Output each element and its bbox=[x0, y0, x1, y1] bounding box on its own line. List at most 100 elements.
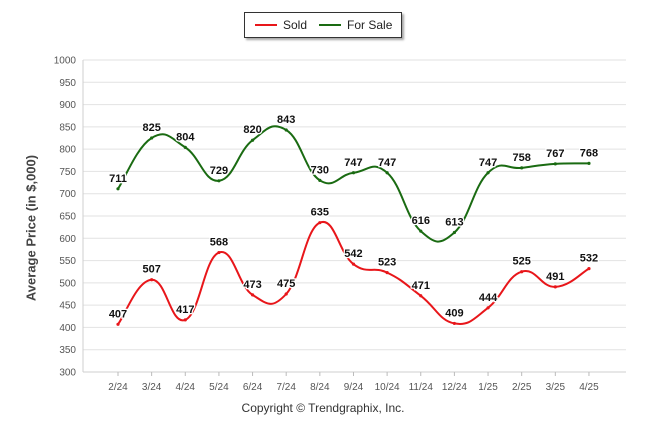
data-point-sold bbox=[520, 270, 524, 274]
data-point-for-sale bbox=[553, 162, 557, 166]
data-point-sold bbox=[587, 266, 591, 271]
data-label-for-sale: 747 bbox=[344, 157, 362, 169]
legend-swatch-sold bbox=[255, 24, 277, 26]
legend-item-sold: Sold bbox=[255, 18, 307, 32]
data-label-sold: 568 bbox=[210, 237, 228, 249]
y-tick-label: 700 bbox=[59, 189, 76, 200]
x-tick-label: 9/24 bbox=[344, 382, 364, 393]
data-label-for-sale: 730 bbox=[311, 164, 329, 176]
y-tick-label: 600 bbox=[59, 234, 76, 245]
x-tick-label: 3/25 bbox=[546, 382, 566, 393]
x-tick-label: 4/24 bbox=[176, 382, 196, 393]
data-label-for-sale: 613 bbox=[445, 216, 463, 228]
y-tick-label: 850 bbox=[59, 122, 76, 133]
data-label-for-sale: 747 bbox=[378, 157, 396, 169]
legend-swatch-for-sale bbox=[319, 24, 342, 26]
y-tick-label: 750 bbox=[59, 167, 76, 178]
data-point-for-sale bbox=[486, 171, 490, 175]
data-point-sold bbox=[318, 221, 322, 225]
data-point-sold bbox=[217, 250, 221, 255]
x-tick-label: 7/24 bbox=[276, 382, 296, 393]
x-tick-label: 2/25 bbox=[512, 382, 532, 393]
data-point-sold bbox=[452, 321, 456, 326]
data-label-for-sale: 767 bbox=[546, 148, 564, 160]
y-tick-label: 450 bbox=[59, 301, 76, 312]
data-point-for-sale bbox=[587, 161, 591, 166]
data-label-for-sale: 616 bbox=[412, 215, 430, 227]
data-label-sold: 409 bbox=[445, 307, 463, 319]
data-label-sold: 475 bbox=[277, 278, 295, 290]
data-point-sold bbox=[385, 271, 389, 275]
data-point-sold bbox=[419, 294, 423, 298]
data-point-for-sale bbox=[351, 171, 356, 175]
data-point-sold bbox=[351, 262, 356, 266]
data-label-sold: 407 bbox=[109, 308, 127, 320]
y-tick-label: 550 bbox=[59, 256, 76, 267]
data-label-for-sale: 843 bbox=[277, 114, 295, 126]
x-tick-label: 2/24 bbox=[108, 382, 128, 393]
y-tick-label: 650 bbox=[59, 212, 76, 223]
legend-label-sold: Sold bbox=[283, 18, 308, 32]
y-tick-label: 300 bbox=[59, 368, 76, 379]
data-label-sold: 635 bbox=[311, 207, 329, 219]
data-point-sold bbox=[150, 278, 154, 282]
data-point-sold bbox=[250, 293, 255, 297]
x-tick-label: 1/25 bbox=[478, 382, 498, 393]
x-tick-label: 11/24 bbox=[409, 382, 434, 393]
data-point-sold bbox=[486, 306, 490, 310]
series-line-sold bbox=[117, 221, 590, 325]
data-label-for-sale: 729 bbox=[210, 165, 228, 177]
x-tick-label: 3/24 bbox=[142, 382, 162, 393]
y-tick-label: 500 bbox=[59, 278, 76, 289]
data-label-for-sale: 820 bbox=[243, 124, 261, 136]
x-tick-label: 12/24 bbox=[442, 382, 467, 393]
data-point-for-sale bbox=[116, 187, 120, 191]
y-tick-label: 950 bbox=[59, 78, 76, 89]
data-label-for-sale: 825 bbox=[142, 122, 160, 134]
x-tick-label: 6/24 bbox=[243, 382, 263, 393]
data-point-sold bbox=[183, 318, 187, 322]
y-tick-label: 1000 bbox=[54, 56, 77, 67]
data-point-for-sale bbox=[385, 171, 389, 175]
data-point-for-sale bbox=[217, 179, 221, 183]
data-point-for-sale bbox=[452, 230, 456, 235]
data-point-for-sale bbox=[250, 138, 255, 142]
data-label-sold: 523 bbox=[378, 257, 396, 269]
data-label-for-sale: 711 bbox=[109, 173, 127, 185]
legend-label-for-sale: For Sale bbox=[347, 18, 393, 32]
data-point-sold bbox=[553, 285, 557, 289]
y-tick-label: 350 bbox=[59, 345, 76, 356]
data-label-sold: 417 bbox=[176, 304, 194, 316]
data-label-sold: 473 bbox=[243, 279, 261, 291]
data-label-sold: 542 bbox=[344, 248, 362, 260]
data-label-sold: 444 bbox=[479, 292, 498, 304]
data-point-sold bbox=[116, 322, 120, 326]
y-tick-label: 400 bbox=[59, 323, 76, 334]
copyright-footer: Copyright © Trendgraphix, Inc. bbox=[241, 401, 405, 415]
data-point-for-sale bbox=[183, 145, 187, 149]
data-point-for-sale bbox=[419, 229, 423, 233]
y-axis-title: Average Price (in $,000) bbox=[23, 154, 39, 302]
legend: Sold For Sale bbox=[244, 12, 402, 38]
x-tick-label: 8/24 bbox=[310, 382, 330, 393]
data-label-sold: 471 bbox=[412, 280, 430, 292]
data-point-for-sale bbox=[150, 136, 154, 140]
data-point-for-sale bbox=[520, 166, 524, 170]
data-label-sold: 532 bbox=[580, 253, 598, 265]
data-label-for-sale: 758 bbox=[513, 152, 531, 164]
data-label-for-sale: 747 bbox=[479, 157, 497, 169]
data-label-sold: 525 bbox=[513, 256, 531, 268]
y-tick-label: 800 bbox=[59, 145, 76, 156]
y-tick-label: 900 bbox=[59, 100, 76, 111]
data-label-sold: 507 bbox=[142, 264, 160, 276]
data-label-for-sale: 768 bbox=[580, 147, 598, 159]
data-point-for-sale bbox=[284, 128, 288, 132]
x-tick-label: 4/25 bbox=[579, 382, 599, 393]
data-label-sold: 491 bbox=[546, 271, 564, 283]
data-point-sold bbox=[284, 292, 288, 296]
data-point-for-sale bbox=[318, 178, 322, 182]
data-label-for-sale: 804 bbox=[176, 131, 195, 143]
x-tick-label: 5/24 bbox=[209, 382, 229, 393]
x-tick-label: 10/24 bbox=[375, 382, 400, 393]
